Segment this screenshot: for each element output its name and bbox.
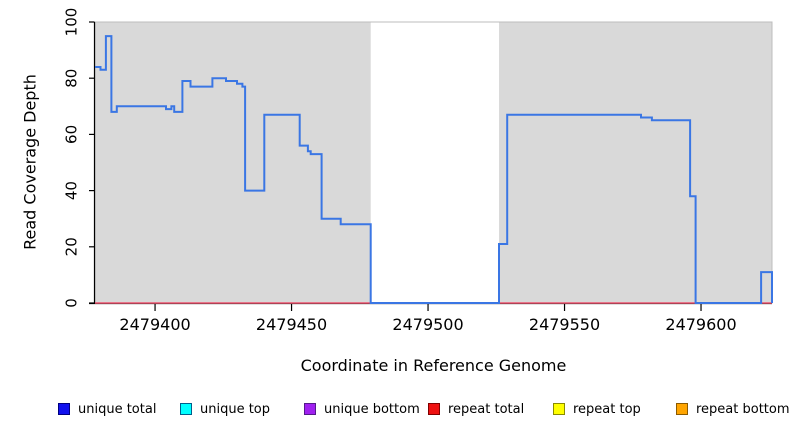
- y-tick-label: 80: [63, 69, 81, 88]
- legend-item-repeat-total: repeat total: [428, 398, 524, 420]
- chart-legend: unique total unique top unique bottom repea…: [0, 398, 792, 422]
- legend-item-unique-top: unique top: [180, 398, 270, 420]
- legend-swatch-unique-top: [180, 403, 192, 415]
- series-line-unique-total: [95, 35, 773, 304]
- legend-item-unique-total: unique total: [58, 398, 156, 420]
- legend-label-unique-top: unique top: [200, 401, 271, 417]
- legend-swatch-repeat-total: [428, 403, 440, 415]
- y-tick-label: 40: [63, 181, 81, 200]
- legend-item-unique-bottom: unique bottom: [304, 398, 420, 420]
- legend-label-repeat-top: repeat top: [573, 401, 641, 417]
- legend-swatch-unique-total: [58, 403, 70, 415]
- y-tick-label: 20: [63, 237, 81, 256]
- y-tick-label: 0: [63, 298, 81, 308]
- legend-swatch-repeat-bottom: [676, 403, 688, 415]
- x-tick-label: 2479400: [119, 315, 190, 334]
- legend-item-repeat-top: repeat top: [553, 398, 641, 420]
- legend-label-repeat-total: repeat total: [448, 401, 525, 417]
- legend-item-repeat-bottom: repeat bottom: [676, 398, 790, 420]
- y-tick-label: 60: [63, 125, 81, 144]
- zero-coverage-gap: [370, 22, 500, 303]
- x-tick-label: 2479550: [529, 315, 600, 334]
- x-tick-label: 2479500: [392, 315, 463, 334]
- x-tick-label: 2479450: [256, 315, 327, 334]
- legend-swatch-repeat-top: [553, 403, 565, 415]
- y-tick-label: 100: [63, 8, 81, 37]
- legend-label-repeat-bottom: repeat bottom: [696, 401, 790, 417]
- x-axis-title: Coordinate in Reference Genome: [300, 356, 567, 375]
- chart-canvas: 0 20 40 60 80 100 2479400 2479450 2479500 2479550…: [63, 8, 773, 334]
- legend-label-unique-total: unique total: [78, 401, 157, 417]
- legend-swatch-unique-bottom: [304, 403, 316, 415]
- x-tick-label: 2479600: [665, 315, 736, 334]
- y-axis-title: Read Coverage Depth: [20, 74, 40, 250]
- legend-label-unique-bottom: unique bottom: [324, 401, 420, 417]
